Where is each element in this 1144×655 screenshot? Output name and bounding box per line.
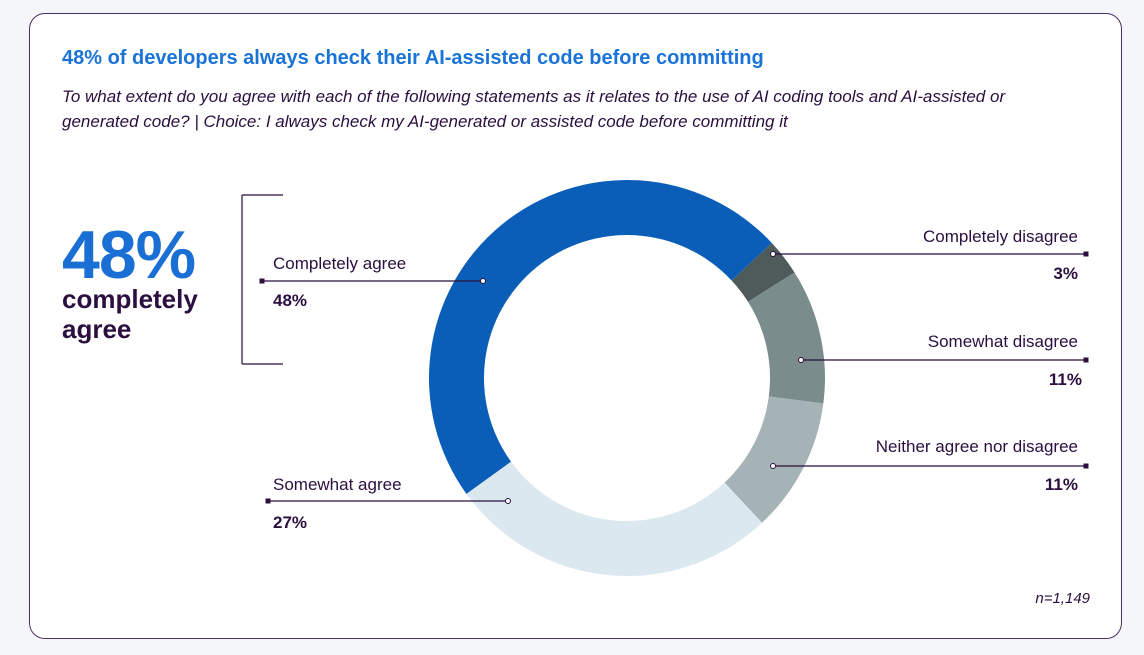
donut-segment-somewhat-agree — [466, 461, 763, 577]
label-somewhat-agree: Somewhat agree — [273, 475, 402, 494]
value-somewhat-agree: 27% — [273, 513, 308, 532]
label-completely-disagree: Completely disagree — [923, 227, 1078, 246]
donut-segment-completely-agree — [428, 179, 772, 494]
leader-end — [265, 498, 271, 504]
leader-end — [1083, 251, 1089, 257]
donut-segment-neither-agree-nor-disagree — [724, 396, 824, 523]
label-somewhat-disagree: Somewhat disagree — [927, 332, 1078, 351]
leader-end — [1083, 357, 1089, 363]
highlight-bracket — [241, 194, 283, 365]
leader-end — [1083, 463, 1089, 469]
sample-size: n=1,149 — [1035, 590, 1090, 607]
chart-subtitle: To what extent do you agree with each of… — [62, 87, 1006, 131]
leader-end — [259, 278, 265, 284]
leader-dot — [798, 357, 804, 363]
chart-title: 48% of developers always check their AI-… — [62, 47, 764, 69]
leader-dot — [770, 251, 776, 257]
donut-segment-completely-disagree — [731, 242, 795, 302]
highlight-label: completely agree — [62, 284, 198, 344]
value-completely-agree: 48% — [273, 291, 308, 310]
value-somewhat-disagree: 11% — [1048, 370, 1082, 389]
leader-dot — [770, 463, 776, 469]
donut-segment-somewhat-disagree — [748, 272, 825, 404]
highlight-value: 48% — [62, 217, 196, 293]
leader-dot — [480, 278, 486, 284]
label-completely-agree: Completely agree — [273, 254, 407, 273]
value-neither: 11% — [1044, 475, 1078, 494]
value-completely-disagree: 3% — [1053, 264, 1078, 283]
label-neither: Neither agree nor disagree — [875, 437, 1078, 456]
leader-dot — [505, 498, 511, 504]
